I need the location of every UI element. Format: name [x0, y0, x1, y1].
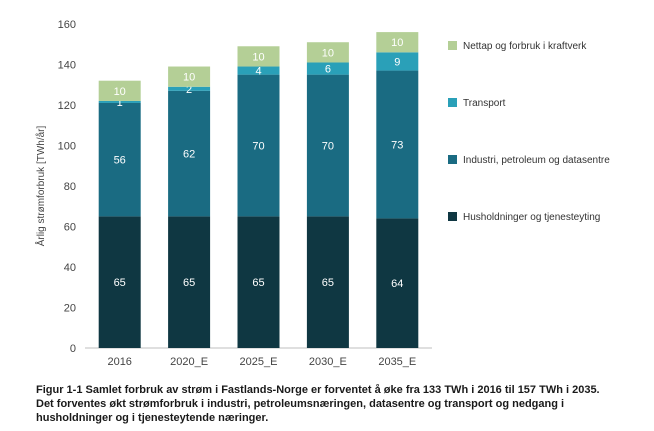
- x-tick-label: 2020_E: [170, 356, 208, 368]
- data-label: 70: [322, 141, 334, 153]
- x-tick-label: 2016: [107, 356, 131, 368]
- bar-segment: [306, 62, 349, 75]
- bar-segment: [98, 80, 141, 101]
- caption-line-3: husholdninger og i tjenesteytende næring…: [36, 412, 269, 424]
- bar-segment: [237, 66, 280, 75]
- data-label: 64: [391, 278, 403, 290]
- bar-segment: [376, 32, 419, 53]
- y-tick-label: 40: [64, 262, 76, 274]
- x-tick-label: 2030_E: [309, 356, 347, 368]
- y-axis-title: Årlig strømforbruk [TWh/år]: [34, 126, 47, 247]
- y-tick-label: 80: [64, 181, 76, 193]
- bar-segment: [306, 216, 349, 348]
- data-label: 62: [183, 149, 195, 161]
- data-label: 70: [252, 141, 264, 153]
- bar-segment: [306, 74, 349, 217]
- caption-line-1: Figur 1-1 Samlet forbruk av strøm i Fast…: [36, 384, 600, 396]
- bar-segment: [98, 102, 141, 217]
- bar-segment: [168, 66, 211, 87]
- data-label: 10: [391, 37, 403, 49]
- data-label: 73: [391, 139, 403, 151]
- bar-segment: [168, 86, 211, 91]
- data-label: 4: [255, 66, 261, 78]
- legend-label: Husholdninger og tjenesteyting: [463, 212, 600, 223]
- data-label: 9: [394, 56, 400, 68]
- legend-swatch: [448, 98, 457, 107]
- y-tick-label: 20: [64, 303, 76, 315]
- data-label: 2: [186, 84, 192, 96]
- legend-label: Nettap og forbruk i kraftverk: [463, 41, 587, 52]
- data-label: 56: [114, 155, 126, 167]
- data-label: 10: [322, 47, 334, 59]
- bar-segment: [376, 52, 419, 71]
- y-tick-label: 140: [58, 60, 76, 72]
- stacked-bar-chart: 0 20 40 60 80 100 120 140 160 Årlig strømforbruk …: [34, 19, 610, 368]
- legend-swatch: [448, 41, 457, 50]
- bar-segment: [376, 218, 419, 348]
- bar-segment: [168, 90, 211, 217]
- data-label: 1: [117, 97, 123, 109]
- data-label: 10: [252, 51, 264, 63]
- y-tick-label: 0: [70, 343, 76, 355]
- bar-segment: [98, 216, 141, 348]
- data-label: 65: [183, 277, 195, 289]
- legend-swatch: [448, 212, 457, 221]
- y-tick-label: 120: [58, 100, 76, 112]
- data-label: 10: [114, 86, 126, 98]
- figure-caption: Figur 1-1 Samlet forbruk av strøm i Fast…: [36, 383, 648, 425]
- bar-segment: [168, 216, 211, 348]
- caption-line-2: Det forventes økt strømforbruk i industr…: [36, 398, 565, 410]
- bar-segment: [237, 74, 280, 217]
- data-label: 65: [252, 277, 264, 289]
- data-label: 6: [325, 64, 331, 76]
- bar-segment: [306, 42, 349, 63]
- bar-segment: [237, 216, 280, 348]
- bar-segment: [98, 100, 141, 103]
- x-tick-label: 2035_E: [378, 356, 416, 368]
- data-label: 65: [114, 277, 126, 289]
- legend-label: Transport: [463, 98, 506, 109]
- y-tick-label: 160: [58, 19, 76, 31]
- legend-label: Industri, petroleum og datasentre: [463, 155, 610, 166]
- legend-swatch: [448, 155, 457, 164]
- x-tick-label: 2025_E: [240, 356, 278, 368]
- data-label: 65: [322, 277, 334, 289]
- y-tick-label: 100: [58, 141, 76, 153]
- data-label: 10: [183, 72, 195, 84]
- y-tick-label: 60: [64, 222, 76, 234]
- bar-segment: [237, 46, 280, 67]
- bar-segment: [376, 70, 419, 219]
